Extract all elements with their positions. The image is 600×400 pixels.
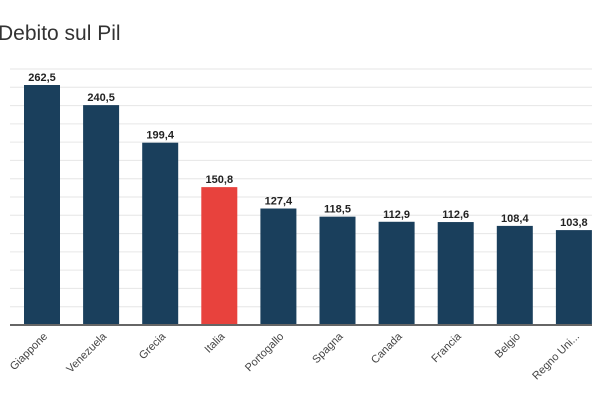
x-tick-label: Grecia bbox=[137, 330, 169, 362]
x-tick-label: Francia bbox=[429, 330, 464, 365]
bar bbox=[319, 216, 356, 325]
bar bbox=[260, 208, 297, 325]
x-tick-label: Italia bbox=[202, 330, 228, 356]
data-label: 108,4 bbox=[501, 213, 529, 225]
bar bbox=[201, 187, 238, 325]
bar bbox=[378, 221, 415, 325]
bar bbox=[437, 222, 474, 325]
x-tick-label: Giappone bbox=[8, 331, 50, 373]
data-label: 118,5 bbox=[324, 204, 351, 216]
data-label: 127,4 bbox=[265, 196, 293, 208]
x-tick-label: Venezuela bbox=[64, 330, 109, 375]
bar bbox=[555, 230, 592, 325]
bar bbox=[83, 105, 120, 325]
data-label: 199,4 bbox=[146, 130, 174, 142]
x-tick-label: Spagna bbox=[310, 330, 346, 366]
chart-title: Debito sul Pil bbox=[0, 22, 121, 45]
data-label: 112,6 bbox=[442, 209, 469, 221]
data-label: 150,8 bbox=[206, 174, 234, 186]
bar bbox=[24, 85, 60, 325]
x-tick-label: Portogallo bbox=[243, 331, 287, 375]
bar bbox=[142, 142, 179, 325]
data-label: 112,9 bbox=[383, 209, 410, 221]
x-tick-label: Belgio bbox=[493, 331, 523, 361]
data-label: 103,8 bbox=[560, 217, 588, 229]
bar bbox=[496, 225, 533, 325]
data-label: 240,5 bbox=[87, 92, 115, 104]
x-tick-label: Canada bbox=[369, 330, 405, 366]
data-label: 262,5 bbox=[28, 72, 56, 84]
x-tick-label: Regno Uni... bbox=[530, 331, 582, 383]
